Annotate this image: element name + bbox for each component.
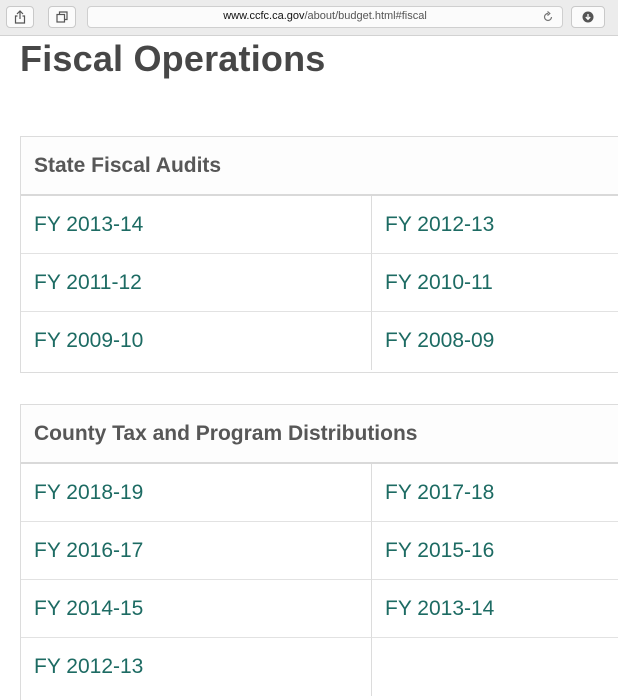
fiscal-year-link[interactable]: FY 2009-10 (34, 329, 144, 352)
fiscal-year-link[interactable]: FY 2012-13 (385, 213, 495, 236)
fiscal-year-link[interactable]: FY 2016-17 (34, 539, 144, 562)
grid-cell: FY 2018-19 (21, 464, 372, 522)
panel-header: State Fiscal Audits (21, 137, 618, 196)
fiscal-year-link[interactable]: FY 2014-15 (34, 597, 144, 620)
tabs-icon (56, 11, 68, 23)
grid-cell: FY 2011-12 (21, 254, 372, 312)
fiscal-year-link[interactable]: FY 2017-18 (385, 481, 495, 504)
url-path: /about/budget.html#fiscal (304, 10, 427, 22)
fiscal-year-link[interactable]: FY 2008-09 (385, 329, 495, 352)
fiscal-year-link[interactable]: FY 2013-14 (385, 597, 495, 620)
grid-cell: FY 2013-14 (372, 580, 618, 638)
address-bar[interactable]: www.ccfc.ca.gov/about/budget.html#fiscal (87, 6, 563, 28)
url-host: www.ccfc.ca.gov (223, 10, 305, 22)
url-text: www.ccfc.ca.gov/about/budget.html#fiscal (88, 10, 562, 22)
panel-title: County Tax and Program Distributions (34, 422, 418, 445)
grid-cell: FY 2015-16 (372, 522, 618, 580)
fiscal-year-link[interactable]: FY 2012-13 (34, 655, 144, 678)
grid-cell: FY 2009-10 (21, 312, 372, 370)
fiscal-year-link[interactable]: FY 2013-14 (34, 213, 144, 236)
state-fiscal-audits-panel: State Fiscal Audits FY 2013-14 FY 2012-1… (20, 136, 618, 373)
share-button[interactable] (6, 6, 34, 28)
grid-cell: FY 2012-13 (21, 638, 372, 696)
grid-cell: FY 2010-11 (372, 254, 618, 312)
fiscal-year-link[interactable]: FY 2010-11 (385, 271, 493, 294)
grid-cell: FY 2016-17 (21, 522, 372, 580)
panel-header: County Tax and Program Distributions (21, 405, 618, 464)
fiscal-year-link[interactable]: FY 2015-16 (385, 539, 495, 562)
download-icon (582, 11, 594, 23)
panel-title: State Fiscal Audits (34, 154, 222, 177)
tabs-button[interactable] (48, 6, 76, 28)
share-icon (14, 10, 26, 24)
browser-toolbar: www.ccfc.ca.gov/about/budget.html#fiscal (0, 0, 618, 36)
page-title: Fiscal Operations (20, 38, 326, 79)
download-button[interactable] (571, 6, 605, 28)
fiscal-year-link[interactable]: FY 2011-12 (34, 271, 142, 294)
link-grid: FY 2018-19 FY 2017-18 FY 2016-17 FY 2015… (21, 464, 618, 696)
fiscal-year-link[interactable]: FY 2018-19 (34, 481, 144, 504)
reload-icon[interactable] (542, 11, 554, 23)
grid-cell: FY 2017-18 (372, 464, 618, 522)
grid-cell: FY 2008-09 (372, 312, 618, 370)
grid-cell: FY 2012-13 (372, 196, 618, 254)
grid-cell: FY 2013-14 (21, 196, 372, 254)
county-distributions-panel: County Tax and Program Distributions FY … (20, 404, 618, 700)
grid-cell: FY 2014-15 (21, 580, 372, 638)
link-grid: FY 2013-14 FY 2012-13 FY 2011-12 FY 2010… (21, 196, 618, 370)
